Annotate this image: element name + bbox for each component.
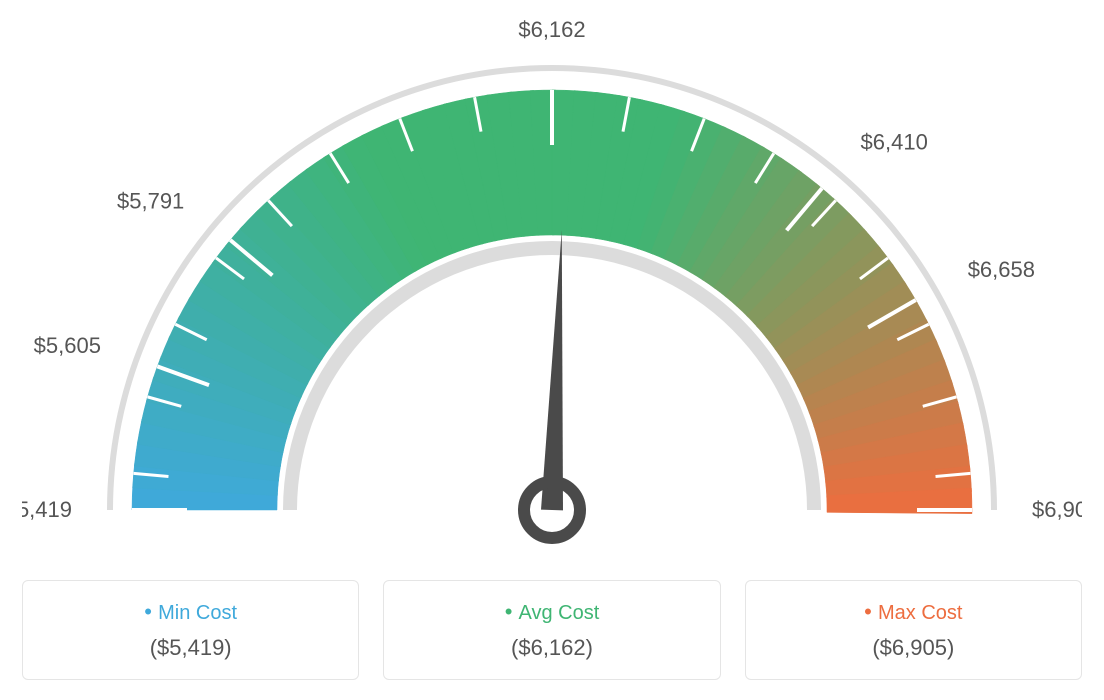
- gauge-svg: $5,419 $5,605 $5,791 $6,162 $6,410 $6,658 $6,9…: [22, 20, 1082, 560]
- gauge-tick-label: $6,905: [1032, 497, 1082, 522]
- legend-max-title: Max Cost: [766, 599, 1061, 625]
- gauge-tick-label: $6,410: [861, 129, 928, 154]
- legend-max-value: ($6,905): [766, 635, 1061, 661]
- gauge-tick-label: $5,419: [22, 497, 72, 522]
- gauge-tick-label: $6,162: [518, 20, 585, 42]
- legend-card-min: Min Cost ($5,419): [22, 580, 359, 680]
- gauge-tick-label: $5,791: [117, 188, 184, 213]
- legend-min-value: ($5,419): [43, 635, 338, 661]
- legend-avg-title: Avg Cost: [404, 599, 699, 625]
- legend-card-avg: Avg Cost ($6,162): [383, 580, 720, 680]
- gauge-needle: [541, 230, 563, 510]
- gauge-chart: $5,419 $5,605 $5,791 $6,162 $6,410 $6,658 $6,9…: [22, 20, 1082, 560]
- legend-avg-value: ($6,162): [404, 635, 699, 661]
- gauge-tick-label: $5,605: [34, 333, 101, 358]
- legend-card-max: Max Cost ($6,905): [745, 580, 1082, 680]
- legend-min-title: Min Cost: [43, 599, 338, 625]
- legend-row: Min Cost ($5,419) Avg Cost ($6,162) Max …: [22, 580, 1082, 680]
- gauge-tick-label: $6,658: [968, 257, 1035, 282]
